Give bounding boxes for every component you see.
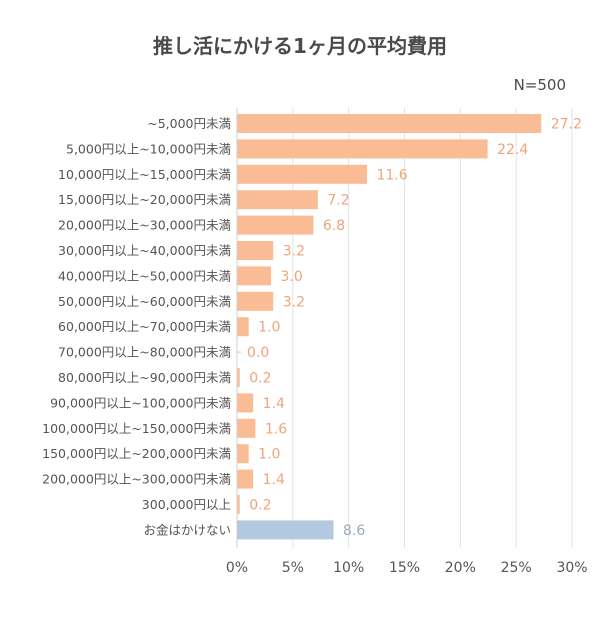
bar	[237, 190, 318, 210]
value-label: 6.8	[323, 218, 345, 234]
value-label: 1.0	[258, 447, 280, 463]
bar	[237, 266, 271, 286]
category-label: 150,000円以上~200,000円未満	[42, 446, 231, 461]
category-labels: ~5,000円未満 5,000円以上~10,000円未満 10,000円以上~15,…	[42, 116, 231, 537]
x-tick-label: 5%	[282, 560, 304, 576]
value-label: 8.6	[343, 523, 365, 539]
bar	[237, 520, 334, 540]
value-label: 0.2	[249, 498, 271, 514]
value-label: 1.6	[265, 421, 287, 437]
x-tick-label: 15%	[389, 560, 420, 576]
bar	[237, 469, 254, 489]
bar	[237, 241, 274, 260]
value-label: 22.4	[497, 142, 528, 158]
value-label: 27.2	[551, 117, 582, 133]
chart-title: 推し活にかける1ヶ月の平均費用	[153, 34, 447, 58]
category-label: 40,000円以上~50,000円未満	[58, 268, 231, 283]
x-tick-label: 0%	[226, 560, 248, 576]
x-tick-label: 30%	[556, 560, 587, 576]
category-label: 10,000円以上~15,000円未満	[58, 167, 231, 182]
bar	[237, 291, 274, 311]
category-label: ~5,000円未満	[147, 116, 231, 131]
x-tick-label: 25%	[501, 560, 532, 576]
x-tick-label: 20%	[445, 560, 476, 576]
value-labels: 27.222.411.67.26.83.23.03.21.00.00.21.41…	[247, 117, 582, 539]
bar	[237, 495, 240, 514]
bar	[237, 444, 249, 464]
value-label: 11.6	[377, 167, 408, 183]
category-label: 300,000円以上	[142, 497, 231, 512]
value-label: 1.4	[263, 472, 285, 488]
category-label: 100,000円以上~150,000円未満	[42, 421, 231, 436]
category-label: 70,000円以上~80,000円未満	[58, 345, 231, 360]
bar	[237, 139, 488, 159]
category-label: お金はかけない	[143, 522, 231, 537]
category-label: 30,000円以上~40,000円未満	[58, 243, 231, 258]
value-label: 0.0	[247, 345, 269, 361]
value-label: 7.2	[327, 193, 349, 209]
category-label: 60,000円以上~70,000円未満	[58, 319, 231, 334]
bar	[237, 164, 368, 184]
bar	[237, 317, 249, 337]
category-label: 50,000円以上~60,000円未満	[58, 294, 231, 309]
category-label: 80,000円以上~90,000円未満	[58, 370, 231, 385]
bars	[237, 114, 542, 540]
bar	[237, 114, 542, 133]
x-tick-label: 10%	[333, 560, 364, 576]
category-label: 200,000円以上~300,000円未満	[42, 472, 231, 487]
category-label: 15,000円以上~20,000円未満	[58, 192, 231, 207]
value-label: 3.0	[281, 269, 303, 285]
bar	[237, 215, 314, 235]
bar	[237, 393, 254, 413]
value-label: 3.2	[283, 294, 305, 310]
value-label: 3.2	[283, 244, 305, 260]
value-label: 1.0	[258, 320, 280, 336]
category-label: 20,000円以上~30,000円未満	[58, 218, 231, 233]
category-label: 90,000円以上~100,000円未満	[50, 395, 231, 410]
category-label: 5,000円以上~10,000円未満	[66, 141, 231, 156]
bar	[237, 368, 240, 387]
sample-size-label: N=500	[513, 76, 566, 94]
value-label: 0.2	[249, 371, 271, 387]
bar	[237, 418, 256, 438]
gridlines	[236, 108, 573, 548]
x-axis-ticks: 0% 5% 10% 15% 20% 25% 30%	[226, 560, 588, 576]
value-label: 1.4	[263, 396, 285, 412]
